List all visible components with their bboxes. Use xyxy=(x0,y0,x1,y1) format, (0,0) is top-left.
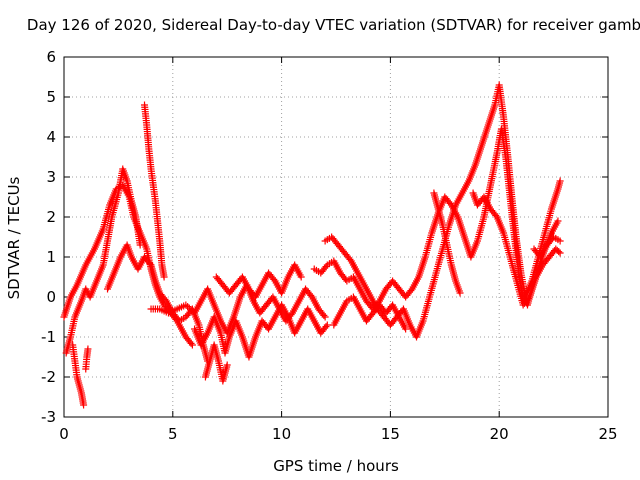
series-track-o xyxy=(469,189,564,309)
data-point xyxy=(446,199,454,207)
data-point xyxy=(187,339,195,347)
series-track-i xyxy=(201,341,231,385)
series-track-j xyxy=(212,261,305,301)
x-tick-label: 15 xyxy=(381,425,400,443)
series-track-e xyxy=(69,341,88,409)
series-track-m xyxy=(330,293,410,333)
data-point xyxy=(188,341,196,349)
x-tick-labels: 0 5 10 15 20 25 xyxy=(59,425,617,443)
data-point xyxy=(524,295,532,303)
x-tick-label: 5 xyxy=(168,425,178,443)
series-track-h xyxy=(191,301,331,361)
y-tick-label: 0 xyxy=(46,288,56,306)
x-tick-label: 20 xyxy=(490,425,509,443)
data-point xyxy=(297,273,305,281)
series-track-g xyxy=(147,281,329,337)
series-track-d xyxy=(141,101,168,281)
chart-title: Day 126 of 2020, Sidereal Day-to-day VTE… xyxy=(27,16,640,34)
x-tick-label: 25 xyxy=(598,425,617,443)
y-tick-label: 6 xyxy=(46,48,56,66)
data-point xyxy=(307,291,315,299)
data-point xyxy=(554,217,562,225)
data-point xyxy=(556,237,564,245)
y-tick-label: 4 xyxy=(46,128,56,146)
data-point xyxy=(346,255,354,263)
grid-lines xyxy=(64,57,608,417)
data-point xyxy=(84,345,92,353)
data-point xyxy=(161,295,169,303)
data-point xyxy=(136,241,144,249)
data-point xyxy=(160,273,168,281)
y-tick-label: 5 xyxy=(46,88,56,106)
y-tick-label: 1 xyxy=(46,248,56,266)
data-point xyxy=(555,248,563,256)
data-point xyxy=(223,361,231,369)
y-tick-label: 2 xyxy=(46,208,56,226)
data-point xyxy=(322,323,330,331)
data-point xyxy=(320,311,328,319)
y-tick-label: -1 xyxy=(41,328,56,346)
data-point xyxy=(270,275,278,283)
series-track-c xyxy=(104,241,212,365)
series-track-b xyxy=(62,165,144,357)
x-tick-label: 0 xyxy=(59,425,69,443)
data-point xyxy=(146,259,154,267)
y-tick-label: -3 xyxy=(41,408,56,426)
data-point xyxy=(556,177,564,185)
series-track-f xyxy=(82,345,92,373)
plot-frame xyxy=(63,56,609,418)
y-axis-label: SDTVAR / TECUs xyxy=(5,176,23,299)
data-point xyxy=(80,401,88,409)
y-tick-label: -2 xyxy=(41,368,56,386)
x-tick-label: 10 xyxy=(272,425,291,443)
x-axis-label: GPS time / hours xyxy=(273,457,399,475)
series-track-p xyxy=(530,233,564,261)
data-point xyxy=(321,313,329,321)
axis-ticks xyxy=(63,56,609,418)
data-point xyxy=(492,211,500,219)
data-point xyxy=(556,249,564,257)
data-point xyxy=(323,321,331,329)
data-point xyxy=(402,325,410,333)
series-track-l xyxy=(321,81,564,341)
data-point xyxy=(407,287,415,295)
y-tick-labels: -3 -2 -1 0 1 2 3 4 5 6 xyxy=(41,48,56,426)
data-points xyxy=(60,81,564,409)
data-point xyxy=(456,289,464,297)
y-tick-label: 3 xyxy=(46,168,56,186)
series-track-n xyxy=(430,189,464,297)
